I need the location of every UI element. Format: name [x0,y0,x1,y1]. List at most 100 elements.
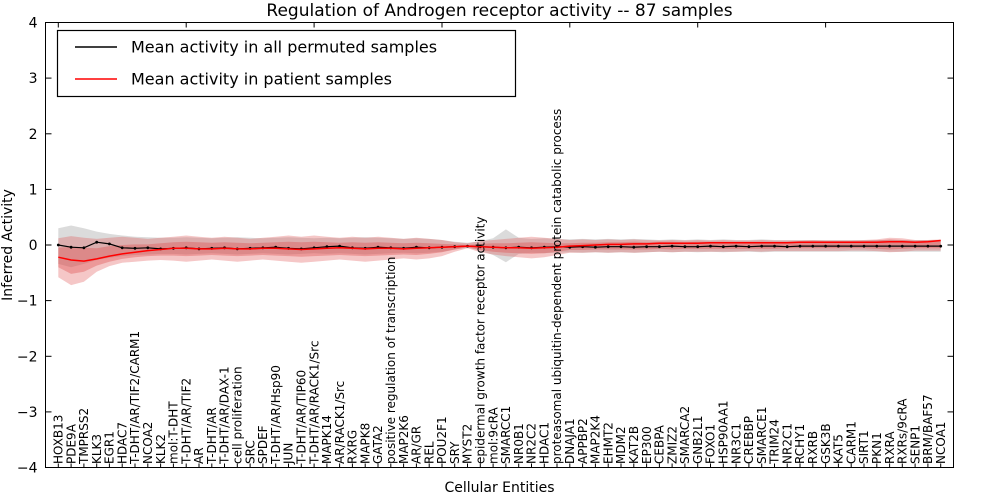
x-tick-label: EP300 [640,426,654,464]
y-tick-label: 1 [29,182,38,198]
x-tick-label: SENP1 [908,425,922,464]
x-tick-label: MYST2 [461,424,475,464]
permuted-mean-marker [721,245,725,249]
permuted-mean-marker [133,246,137,250]
permuted-mean-marker [95,240,99,244]
x-tick-label: REL [422,441,436,464]
permuted-mean-marker [837,244,840,248]
x-tick-label: NR2C2 [525,423,539,464]
x-tick-label: JUN [282,443,296,465]
permuted-mean-marker [849,244,853,248]
legend-label-permuted: Mean activity in all permuted samples [131,38,437,57]
x-tick-label: GNB2L1 [691,416,705,464]
x-tick-label: DNAJA1 [563,418,577,464]
x-tick-label: SRC [243,440,257,464]
permuted-mean-marker [683,245,687,249]
x-tick-label: AR [192,447,206,464]
permuted-mean-marker [338,244,341,248]
permuted-mean-marker [670,244,674,248]
y-tick-label: 3 [29,71,38,87]
x-tick-label: FOXO1 [704,424,718,464]
y-tick-label: 4 [29,16,38,32]
permuted-mean-marker [862,244,866,248]
x-tick-label: RXRG [346,430,360,464]
x-tick-label: HDAC1 [538,422,552,464]
x-tick-label: T-DHT/AR/TIP60 [295,370,309,465]
permuted-mean-marker [913,244,917,248]
x-tick-label: mol:T-DHT [167,401,181,464]
permuted-mean-marker [69,245,73,249]
x-axis-label: Cellular Entities [444,480,554,496]
x-tick-label: GATA2 [371,425,385,464]
permuted-mean-marker [709,244,712,248]
permuted-mean-marker [606,245,610,249]
permuted-mean-marker [773,244,776,248]
axes-spines [45,22,954,468]
x-tick-label: TRIM24 [768,419,782,465]
x-tick-label: T-DHT/AR/RACK1/Src [307,341,321,465]
permuted-std-band [58,225,941,268]
permuted-mean-marker [645,245,648,249]
x-tick-label: CARM1 [844,421,858,464]
permuted-mean-marker [811,244,815,248]
x-tick-label: T-DHT/AR/TIF2/CARM1 [128,331,142,465]
permuted-mean-marker [146,246,150,250]
x-tick-label: T-DHT/AR/TIF2 [179,378,193,465]
x-tick-label: HSP90AA1 [717,400,731,464]
x-tick-label: KLK3 [90,434,104,464]
x-tick-label: SMARCC1 [499,406,513,464]
y-tick-label: −3 [17,405,38,421]
legend: Mean activity in all permuted samples Me… [56,29,517,98]
permuted-mean-marker [632,245,636,249]
permuted-mean-marker [824,244,827,248]
x-tick-label: AR/GR [410,426,424,464]
y-tick-label: 2 [29,127,38,143]
legend-box [56,29,517,98]
x-tick-label: positive regulation of transcription [384,257,398,464]
permuted-mean-marker [798,244,802,248]
x-tick-label: MDM2 [614,426,628,464]
x-tick-label: RCHY1 [793,424,807,464]
x-tick-label: KAT5 [832,434,846,464]
x-tick-label: CEBPA [653,424,667,464]
x-tick-label: GSK3B [819,423,833,464]
x-tick-label: RXRB [806,431,820,464]
permuted-mean-marker [594,245,597,249]
x-tick-label: NR3C1 [729,423,743,464]
y-tick-label: 0 [29,238,38,254]
x-tick-label: RXRA [883,431,897,464]
permuted-mean-marker [875,244,879,248]
permuted-mean-marker [658,245,661,249]
permuted-mean-marker [120,246,124,250]
permuted-mean-marker [888,244,891,248]
y-tick-labels: −4 −3 −2 −1 0 1 2 3 4 [17,16,38,477]
x-tick-label: CREBBP [742,416,756,464]
permuted-mean-marker [760,244,764,248]
x-tick-label: SMARCA2 [678,406,692,464]
permuted-mean-marker [56,243,60,247]
permuted-mean-marker [325,245,329,249]
x-tick-label: mol:9cRA [486,407,500,464]
x-tick-label: SRY [448,441,462,464]
patient-mean-line [58,239,941,262]
x-tick-label: proteasomal ubiquitin-dependent protein … [550,109,564,464]
x-tick-label: NR2C1 [780,423,794,464]
x-tick-label: epidermal growth factor receptor activit… [474,217,488,464]
permuted-mean-marker [785,245,789,249]
x-tick-label: AR/RACK1/Src [333,381,347,464]
x-tick-label: MAP2K6 [397,415,411,464]
y-tick-label: −2 [17,349,38,365]
permuted-mean-marker [747,245,751,249]
chart-title: Regulation of Androgen receptor activity… [266,1,732,21]
x-tick-label: EHMT2 [601,422,615,464]
x-tick-label: APPBP2 [576,418,590,464]
x-tick-label: T-DHT/AR/DAX-1 [218,366,232,465]
permuted-mean-marker [82,246,86,250]
permuted-mean-marker [939,244,943,248]
x-tick-label: NR0B1 [512,423,526,464]
lines-layer [56,239,943,262]
x-tick-label: MAPK14 [320,415,334,464]
x-tick-label: T-DHT/AR [205,407,219,465]
